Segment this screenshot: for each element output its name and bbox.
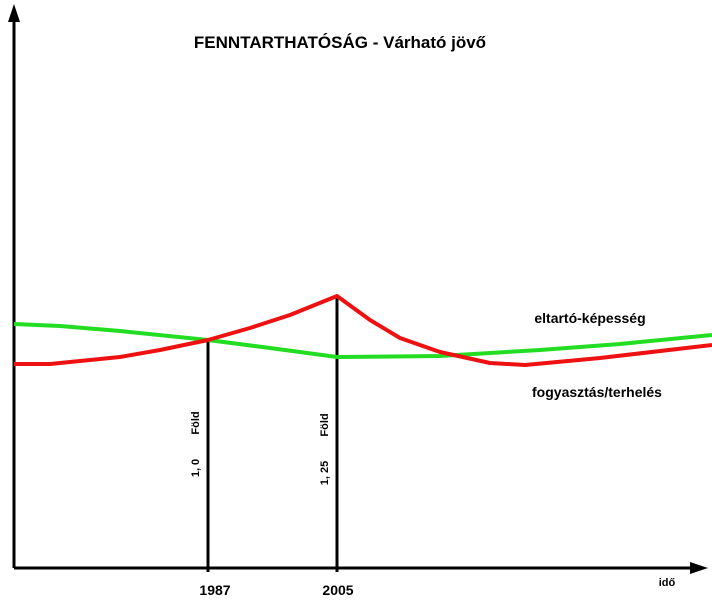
unit-label: Föld — [190, 411, 202, 434]
year-label: 1987 — [199, 582, 230, 598]
year-label: 2005 — [322, 582, 353, 598]
curve-label: fogyasztás/terhelés — [532, 384, 662, 400]
x-axis-label: idő — [659, 577, 676, 589]
y-arrow — [8, 4, 20, 22]
consumption-curve — [14, 294, 712, 367]
amount-label: 1, 25 — [319, 461, 331, 485]
axes — [12, 12, 700, 570]
unit-label: Föld — [319, 413, 331, 436]
capacity-curve — [13, 322, 712, 359]
title: FENNTARTHATÓSÁG - Várható jövő — [194, 33, 486, 52]
curve-label: eltartó-képesség — [534, 310, 645, 326]
x-arrow — [690, 562, 708, 574]
amount-label: 1, 0 — [190, 459, 202, 477]
